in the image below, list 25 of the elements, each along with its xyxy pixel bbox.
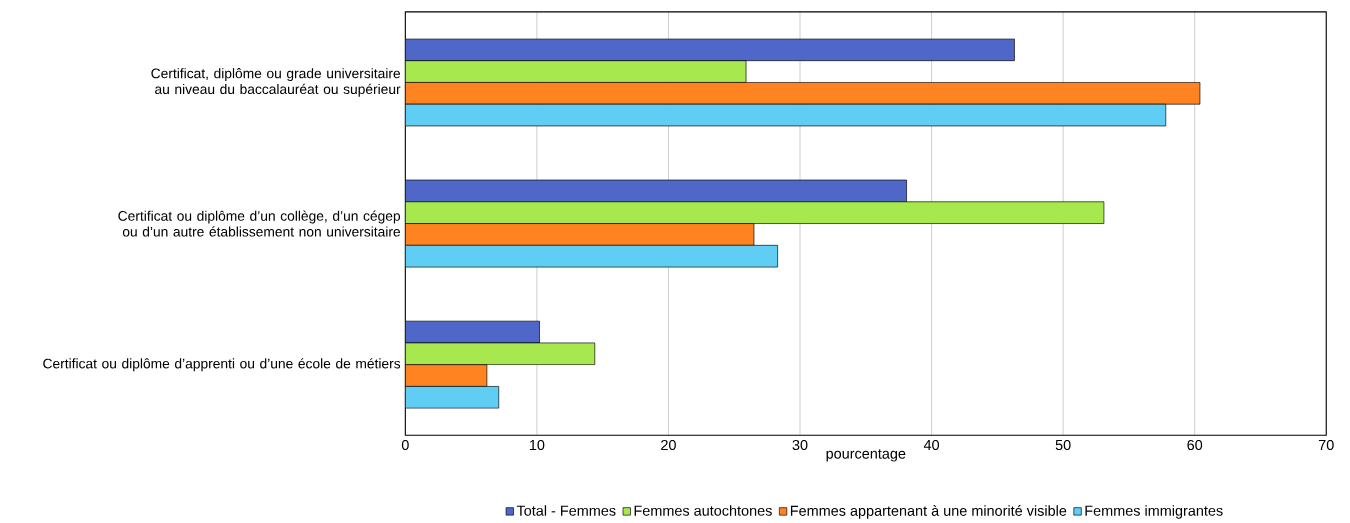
bar xyxy=(405,385,500,409)
y-tick-label: Certificat, diplôme ou grade universitaire au niveau du baccalauréat ou supérieur xyxy=(151,67,401,97)
bar xyxy=(405,364,488,387)
bar xyxy=(405,223,755,246)
bar xyxy=(405,342,596,365)
x-tick-label: 0 xyxy=(401,439,409,450)
x-axis-title: pourcentage xyxy=(826,449,906,462)
y-tick-label: Certificat ou diplôme d’un collège, d’un cégep ou d’un autre établissement non universitaire xyxy=(118,210,401,237)
x-tick-label: 40 xyxy=(923,439,940,450)
x-tick-label: 30 xyxy=(792,439,808,450)
x-tick-label: 10 xyxy=(529,439,545,450)
legend-label: Femmes immigrantes xyxy=(1085,505,1223,519)
legend-label: Femmes autochtones xyxy=(634,505,772,516)
y-tick-label: Certificat ou diplôme d’apprenti ou d’une école de métiers xyxy=(43,358,401,372)
x-tick-label: 60 xyxy=(1187,439,1203,450)
legend-label: Femmes appartenant à une minorité visible xyxy=(790,504,1067,519)
x-tick-label: 20 xyxy=(661,439,676,450)
bar xyxy=(405,60,747,83)
bar xyxy=(405,201,1105,224)
bar xyxy=(405,244,778,268)
bar xyxy=(405,103,1167,127)
legend-label: Total - Femmes xyxy=(516,505,616,516)
x-tick-label: 50 xyxy=(1055,439,1071,450)
bar xyxy=(405,81,1201,105)
x-tick-label: 70 xyxy=(1318,439,1334,450)
